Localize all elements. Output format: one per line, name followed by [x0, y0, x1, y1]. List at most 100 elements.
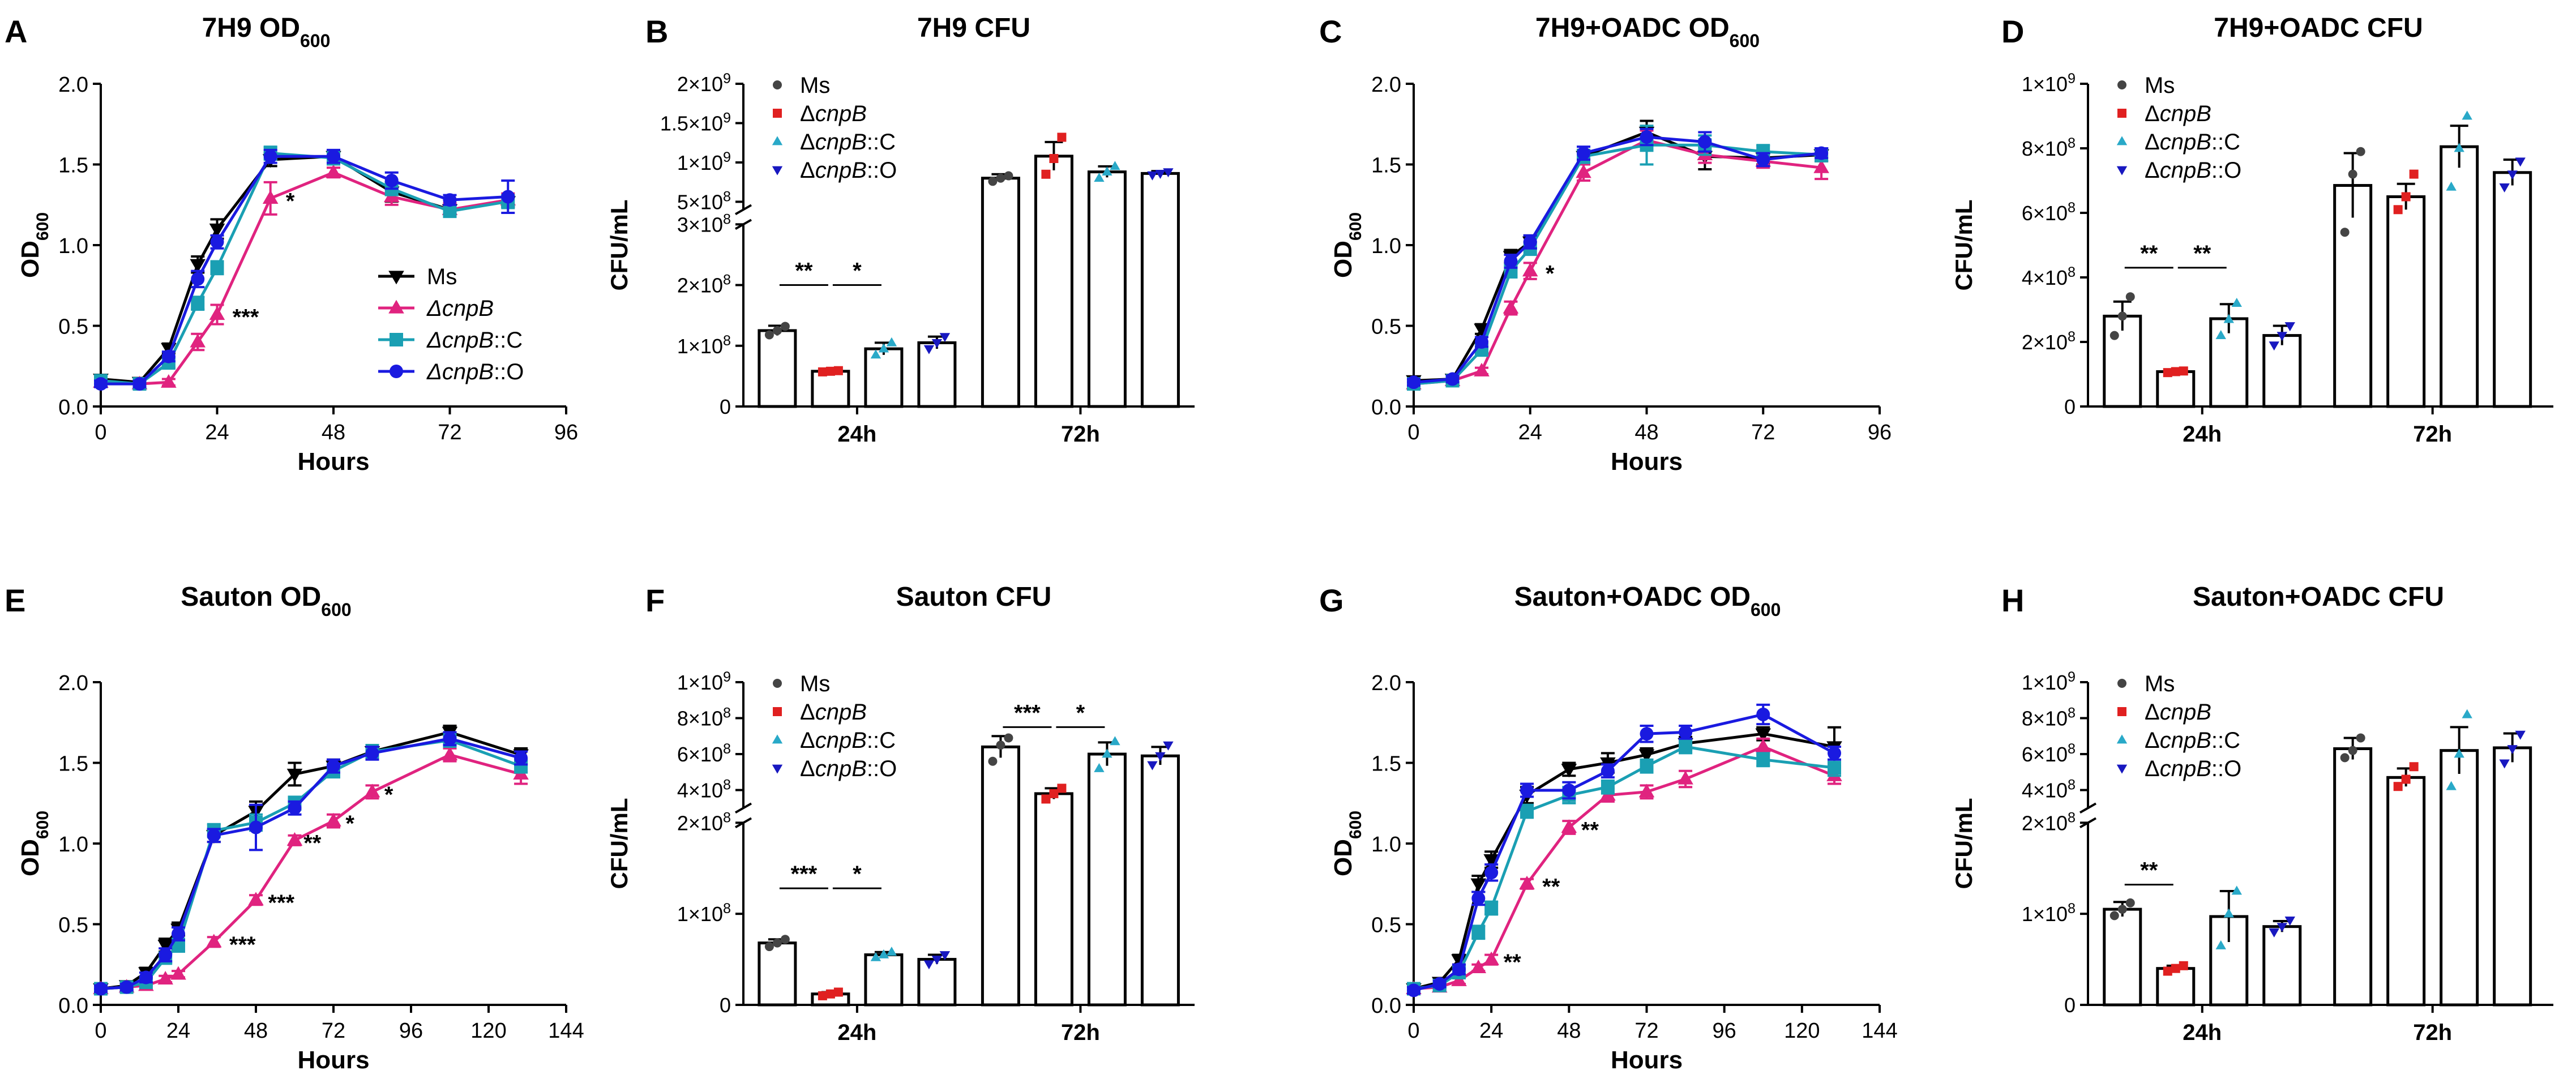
x-tick-label: 0	[95, 1019, 106, 1043]
x-tick-label: 144	[548, 1019, 584, 1043]
data-point	[2163, 368, 2172, 378]
panel-letter: F	[645, 583, 665, 618]
data-point	[1813, 159, 1829, 173]
y-tick-label: 6×108	[2022, 200, 2076, 225]
y-axis-label: CFU/mL	[1950, 798, 1977, 889]
data-point	[1110, 161, 1120, 170]
significance-label: ***	[1014, 700, 1041, 725]
series-Ms	[1406, 726, 1842, 997]
data-point	[996, 173, 1005, 183]
data-point	[2223, 908, 2234, 918]
data-point	[825, 366, 835, 376]
y-tick-label: 8×108	[677, 705, 731, 730]
data-point	[1640, 130, 1654, 144]
data-point	[442, 746, 458, 760]
x-tick-label: 48	[1557, 1019, 1581, 1043]
x-tick-label: 120	[1784, 1019, 1820, 1043]
y-tick-label: 8×108	[2022, 705, 2076, 730]
legend-label: Ms	[800, 671, 830, 696]
data-point	[1407, 375, 1420, 389]
legend-label: ΔcnpB::O	[2145, 158, 2241, 183]
data-point	[988, 177, 998, 186]
data-point	[1601, 764, 1615, 778]
data-point	[157, 971, 173, 984]
x-tick-label: 24h	[2183, 422, 2222, 447]
bar	[2493, 746, 2532, 1007]
x-tick-label: 72h	[1061, 1020, 1100, 1045]
data-point	[1638, 749, 1655, 763]
data-point	[886, 947, 897, 956]
y-axis-label: OD600	[1329, 212, 1365, 278]
legend-label: ΔcnpB::O	[800, 158, 897, 183]
series-line	[1413, 745, 1835, 990]
data-point	[443, 193, 457, 207]
x-tick-label: 72h	[2413, 1020, 2452, 1045]
x-axis-label: Hours	[1611, 1046, 1683, 1074]
bar	[864, 953, 904, 1007]
panel-letter: B	[645, 14, 668, 49]
x-tick-label: 120	[470, 1019, 506, 1043]
x-tick-label: 96	[1713, 1019, 1736, 1043]
data-point	[1601, 780, 1615, 794]
y-tick-label: 2×109	[677, 71, 731, 96]
legend-label: ΔcnpB::C	[800, 728, 896, 753]
data-point	[2231, 298, 2242, 307]
data-point	[2340, 228, 2350, 237]
data-point	[161, 349, 176, 363]
data-point	[209, 223, 225, 237]
data-point	[501, 190, 515, 204]
data-point	[1471, 891, 1486, 905]
data-point	[825, 989, 835, 999]
x-tick-label: 48	[244, 1019, 268, 1043]
y-tick-label: 1×108	[677, 901, 731, 926]
legend-marker	[2116, 734, 2128, 744]
x-tick-label: 0	[95, 421, 106, 444]
x-tick-label: 24h	[2183, 1020, 2222, 1045]
series-line	[1413, 135, 1822, 384]
data-point	[1094, 763, 1105, 772]
series-line	[1413, 130, 1822, 382]
data-point	[1474, 362, 1490, 376]
bar	[917, 341, 957, 408]
legend-label: Ms	[800, 73, 830, 98]
data-point	[1679, 740, 1693, 754]
bar	[2440, 145, 2479, 408]
y-tick-label: 2.0	[58, 73, 88, 97]
data-point	[1004, 171, 1013, 181]
y-tick-label: 4×108	[2022, 264, 2076, 289]
x-tick-label: 0	[1407, 421, 1419, 444]
y-tick-label: 2×108	[2022, 810, 2076, 834]
series-dcnpB_O	[94, 731, 528, 996]
data-point	[931, 956, 943, 965]
y-tick-label: 1.0	[58, 833, 88, 857]
data-point	[286, 768, 303, 782]
bar	[2440, 749, 2479, 1007]
significance-label: **	[1542, 874, 1560, 899]
data-point	[1698, 135, 1712, 149]
data-point	[161, 374, 177, 388]
legend-label: ΔcnpB::C	[2145, 728, 2240, 753]
data-point	[2125, 898, 2135, 908]
data-point	[2454, 143, 2464, 152]
x-tick-label: 72h	[2413, 422, 2452, 447]
bar	[811, 370, 850, 408]
bar	[2262, 925, 2302, 1007]
data-point	[1155, 169, 1166, 179]
data-point	[1640, 727, 1654, 741]
data-point	[1483, 951, 1499, 965]
x-tick-label: 24h	[837, 1020, 876, 1045]
y-tick-label: 4×108	[2022, 777, 2076, 802]
y-tick-label: 1.5	[58, 752, 88, 776]
data-point	[2348, 169, 2357, 179]
data-point	[119, 980, 134, 994]
data-point	[1755, 728, 1771, 742]
legend-label: ΔcnpB	[800, 101, 867, 126]
significance-label: ***	[229, 932, 256, 957]
legend-marker	[772, 166, 783, 175]
panel-C: C 7H9+OADC OD600 0.0 0.5 1.0 1.5 2.0 0 24 48 72 96 H…	[1319, 13, 1892, 476]
data-point	[1522, 263, 1538, 277]
series-line	[101, 155, 508, 386]
data-point	[764, 330, 774, 340]
chart-title: Sauton+OADC OD600	[1514, 582, 1781, 620]
